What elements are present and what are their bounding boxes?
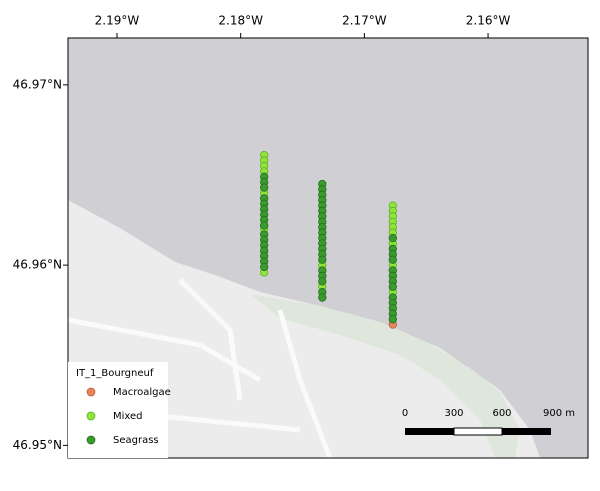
legend: IT_1_Bourgneuf Macroalgae Mixed Seagrass (68, 362, 171, 458)
x-tick-label: 2.19°W (95, 14, 140, 28)
legend-marker (86, 411, 96, 421)
sample-point (388, 315, 397, 324)
sample-point (260, 262, 269, 272)
scale-segment (453, 427, 503, 436)
sample-point (260, 221, 269, 230)
scale-segment (405, 428, 454, 435)
x-tick-label: 2.17°W (342, 14, 387, 28)
legend-label: Macroalgae (113, 387, 171, 398)
legend-title: IT_1_Bourgneuf (76, 368, 154, 379)
legend-marker (86, 387, 96, 397)
sample-point (388, 233, 397, 243)
map-frame (67, 37, 589, 459)
scale-segment (502, 428, 551, 435)
scale-label: 300 (444, 408, 463, 419)
legend-box (68, 362, 168, 458)
scale-label: 900 m (543, 408, 575, 419)
sample-point (318, 277, 327, 286)
legend-label: Mixed (113, 411, 143, 422)
scale-bar (405, 427, 551, 436)
y-tick-label: 46.96°N (13, 258, 62, 272)
sample-point (318, 293, 327, 302)
scale-label: 600 (492, 408, 511, 419)
legend-marker (86, 435, 96, 445)
y-tick-label: 46.95°N (13, 438, 62, 452)
sample-point (388, 255, 397, 264)
x-tick-label: 2.16°W (466, 14, 511, 28)
sample-point (318, 255, 327, 264)
x-tick-label: 2.18°W (218, 14, 263, 28)
legend-label: Seagrass (113, 435, 159, 446)
sample-point (260, 183, 269, 192)
y-tick-label: 46.97°N (13, 77, 62, 91)
scale-label: 0 (402, 408, 408, 419)
sample-point (388, 282, 397, 291)
